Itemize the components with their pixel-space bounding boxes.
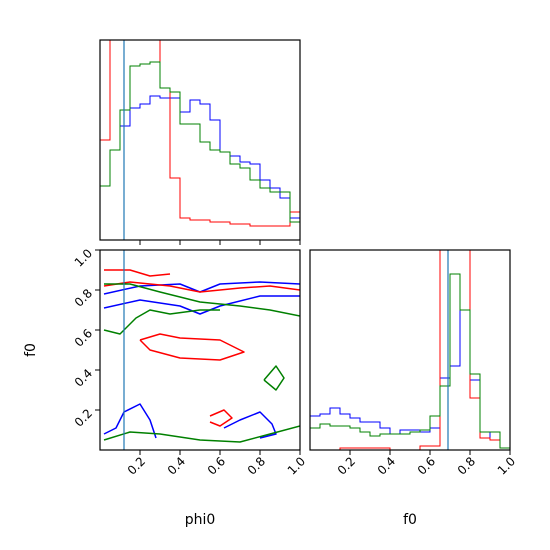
contour-blue-1 (103, 295, 300, 315)
hist-phi0-panel (99, 39, 301, 245)
contour-red-6 (139, 333, 245, 361)
hist-phi0-series-red (100, 40, 300, 240)
hist-phi0-series-green (100, 61, 300, 240)
contour-green-9 (103, 309, 220, 335)
hist-f0-series-green (310, 273, 510, 450)
contour-green-10 (103, 425, 300, 443)
contour-red-5 (103, 281, 300, 293)
contour-green-8 (104, 283, 300, 317)
ylabel-f0: f0 (23, 343, 39, 357)
hist-f0-frame (309, 249, 511, 451)
contour-red-4 (104, 269, 171, 277)
contour-frame (99, 249, 301, 451)
contour-green-11 (263, 365, 285, 391)
hist-phi0-series-blue (100, 95, 300, 240)
xlabel-phi0: phi0 (185, 512, 216, 528)
contour-blue-3 (223, 411, 277, 439)
contour-blue-2 (103, 403, 157, 439)
hist-f0-series-red (310, 250, 510, 450)
xlabel-f0: f0 (403, 512, 417, 528)
contour-red-7 (209, 409, 233, 427)
hist-phi0-frame (99, 39, 301, 241)
